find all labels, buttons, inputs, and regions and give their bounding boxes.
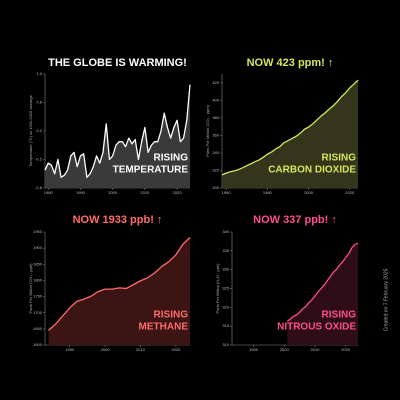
y-tick-label: 360	[212, 132, 219, 137]
y-tick-label: 325	[222, 286, 229, 291]
annotation: RISING	[154, 153, 189, 164]
annotation: RISING	[154, 310, 189, 321]
x-tick-label: 2000	[280, 347, 290, 352]
y-tick-label: 420	[212, 80, 219, 85]
y-axis-label: Parts Per Billion (CH₄ - ppb)	[28, 263, 33, 314]
y-tick-label: 1850	[33, 261, 43, 266]
x-tick-label: 1980	[44, 190, 54, 195]
x-tick-label: 1990	[65, 347, 75, 352]
x-tick-label: 2000	[101, 347, 111, 352]
footer: Created on 7 February 2025	[383, 268, 389, 331]
y-tick-label: -0.6	[35, 185, 43, 190]
y-tick-label: 380	[212, 115, 219, 120]
annotation: METHANE	[139, 322, 189, 333]
y-tick-label: 320	[212, 168, 219, 173]
y-tick-label: 1.0	[36, 71, 42, 76]
annotation: TEMPERATURE	[113, 165, 189, 176]
annotation: NITROUS OXIDE	[277, 322, 356, 333]
y-tick-label: 1600	[33, 342, 43, 347]
y-tick-label: 335	[222, 248, 229, 253]
area	[45, 84, 190, 188]
y-tick-label: 0.6	[36, 100, 42, 105]
panel-title: NOW 337 ppb! ↑	[253, 214, 337, 226]
panel-title: NOW 423 ppm! ↑	[247, 57, 334, 69]
x-tick-label: 1980	[263, 190, 273, 195]
line	[44, 84, 191, 178]
y-tick-label: -0.2	[35, 157, 43, 162]
line	[221, 79, 359, 176]
x-tick-label: 2020	[173, 190, 183, 195]
y-tick-label: 320	[222, 304, 229, 309]
y-tick-label: 340	[212, 150, 219, 155]
line	[286, 242, 359, 322]
x-tick-label: 2010	[136, 347, 146, 352]
x-tick-label: 2000	[304, 190, 314, 195]
panel-title: NOW 1933 ppb! ↑	[73, 214, 163, 226]
x-tick-label: 1990	[249, 347, 259, 352]
x-tick-label: 2020	[345, 190, 355, 195]
annotation: CARBON DIOXIDE	[268, 165, 356, 176]
y-tick-label: 1950	[33, 229, 43, 234]
y-tick-label: 340	[222, 229, 229, 234]
x-tick-label: 2020	[341, 347, 351, 352]
y-tick-label: 1800	[33, 277, 43, 282]
annotation: RISING	[322, 310, 357, 321]
x-tick-label: 1960	[222, 190, 232, 195]
area	[222, 80, 358, 188]
line	[48, 237, 191, 331]
y-tick-label: 310	[222, 342, 229, 347]
y-tick-label: 315	[222, 323, 229, 328]
x-tick-label: 1990	[76, 190, 86, 195]
x-tick-label: 2000	[108, 190, 118, 195]
annotation: RISING	[322, 153, 357, 164]
y-tick-label: 1900	[33, 245, 43, 250]
x-tick-label: 2020	[171, 347, 181, 352]
panel-title: THE GLOBE IS WARMING!	[48, 57, 187, 69]
y-axis-label: Parts Per Million (CO₂ - ppm)	[205, 104, 210, 156]
y-axis-label: Temperature (°C) vs 1991-2020 average	[28, 94, 33, 166]
y-tick-label: 1750	[33, 294, 43, 299]
y-tick-label: 400	[212, 97, 219, 102]
y-tick-label: 1700	[33, 310, 43, 315]
y-tick-label: 1650	[33, 326, 43, 331]
y-axis-label: Parts Per Billion (N₂O - ppb)	[215, 263, 220, 314]
area	[48, 237, 190, 345]
x-tick-label: 2010	[311, 347, 321, 352]
x-tick-label: 2010	[140, 190, 150, 195]
y-tick-label: 300	[212, 185, 219, 190]
y-tick-label: 0.2	[36, 128, 42, 133]
area	[287, 243, 358, 345]
y-tick-label: 330	[222, 267, 229, 272]
